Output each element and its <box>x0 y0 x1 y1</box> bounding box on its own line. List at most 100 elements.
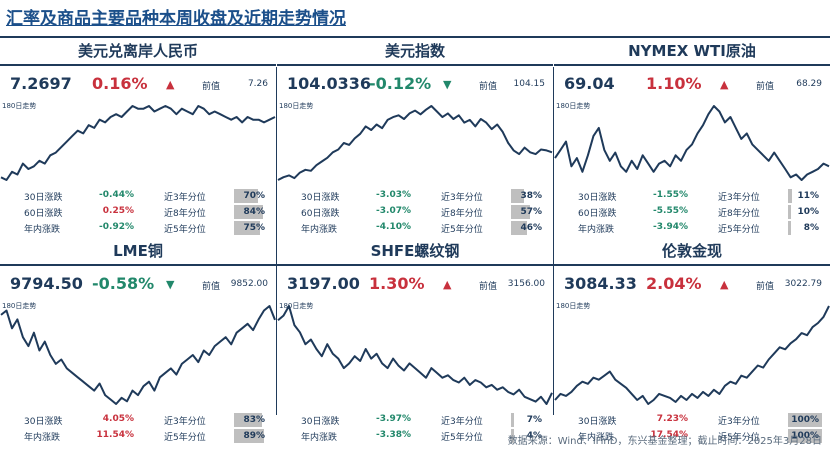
stat-value: -4.10% <box>376 222 411 232</box>
percentile-label: 近5年分位 <box>441 225 483 235</box>
percentile-value: 11% <box>797 191 819 201</box>
stats-row: 30日涨跌 -3.97% 近3年分位 7% <box>277 412 553 428</box>
prev-value: 7.26 <box>247 79 268 89</box>
series-line <box>0 305 276 405</box>
stat-label: 年内涨跌 <box>24 433 61 443</box>
last-value: 69.04 <box>564 74 615 93</box>
stat-label: 年内涨跌 <box>301 433 338 443</box>
stat-label: 30日涨跌 <box>578 193 617 203</box>
stats-row: 30日涨跌 -3.03% 近3年分位 38% <box>277 188 553 204</box>
stat-value: -3.07% <box>376 206 411 216</box>
up-arrow-icon: ▲ <box>720 78 729 91</box>
trend-label: 180日走势 <box>556 102 591 110</box>
percentile-label: 近3年分位 <box>441 193 483 203</box>
percentile-bar-fill <box>234 413 263 427</box>
percentile-bar-fill <box>788 413 822 427</box>
percentile-label: 近5年分位 <box>164 225 206 235</box>
percentile-value: 7% <box>526 415 542 425</box>
percentile-value: 4% <box>526 431 542 441</box>
percentile-label: 近8年分位 <box>164 209 206 219</box>
header-divider <box>277 264 553 266</box>
percentile-value: 46% <box>520 223 542 233</box>
stat-label: 60日涨跌 <box>301 209 340 219</box>
percentile-bar: 89% <box>234 429 268 443</box>
change-value: 1.30% <box>369 274 425 293</box>
stats-table: 30日涨跌 4.05% 近3年分位 83% 年内涨跌 11.54% 近5年分位 89% <box>0 412 276 444</box>
stats-row: 年内涨跌 17.54% 近5年分位 100% <box>554 428 830 444</box>
stats-row: 60日涨跌 0.25% 近8年分位 84% <box>0 204 276 220</box>
percentile-value: 75% <box>243 223 265 233</box>
stat-value: -0.92% <box>99 222 134 232</box>
stats-row: 60日涨跌 -5.55% 近8年分位 10% <box>554 204 830 220</box>
trend-label: 180日走势 <box>2 102 37 110</box>
percentile-label: 近3年分位 <box>164 193 206 203</box>
percentile-label: 近5年分位 <box>441 433 483 443</box>
down-arrow-icon: ▼ <box>443 78 452 91</box>
chart-title: NYMEX WTI原油 <box>628 42 756 60</box>
series-line <box>277 105 553 181</box>
percentile-value: 89% <box>243 431 265 441</box>
up-arrow-icon: ▲ <box>166 78 175 91</box>
stats-row: 年内涨跌 -4.10% 近5年分位 46% <box>277 220 553 236</box>
stat-label: 30日涨跌 <box>301 417 340 427</box>
trend-sparkline <box>0 305 276 405</box>
stat-label: 年内涨跌 <box>578 433 615 443</box>
percentile-bar: 4% <box>511 429 545 443</box>
chart-panel: 美元指数 104.0336 -0.12% ▼ 前值 104.15 180日走势 30日涨跌 -3… <box>277 38 553 238</box>
prev-value: 68.29 <box>796 79 822 89</box>
percentile-label: 近3年分位 <box>718 417 760 427</box>
percentile-label: 近3年分位 <box>441 417 483 427</box>
percentile-bar: 70% <box>234 189 268 203</box>
percentile-label: 近3年分位 <box>718 193 760 203</box>
stat-label: 年内涨跌 <box>301 225 338 235</box>
stat-value: 4.05% <box>102 414 134 424</box>
chart-title: LME铜 <box>113 242 163 260</box>
last-value: 9794.50 <box>10 274 83 293</box>
stats-table: 30日涨跌 -1.55% 近3年分位 11% 60日涨跌 -5.55% 近8年分位 10% 年内… <box>554 188 830 236</box>
stat-value: -3.94% <box>653 222 688 232</box>
percentile-value: 10% <box>797 207 819 217</box>
header-divider <box>0 264 276 266</box>
percentile-bar-fill <box>511 429 514 443</box>
stats-row: 60日涨跌 -3.07% 近8年分位 57% <box>277 204 553 220</box>
percentile-bar-fill <box>788 429 822 443</box>
percentile-value: 38% <box>520 191 542 201</box>
stat-value: -3.03% <box>376 190 411 200</box>
last-value: 7.2697 <box>10 74 72 93</box>
stats-table: 30日涨跌 7.23% 近3年分位 100% 年内涨跌 17.54% 近5年分位 100% <box>554 412 830 444</box>
percentile-bar: 100% <box>788 429 822 443</box>
chart-panel: NYMEX WTI原油 69.04 1.10% ▲ 前值 68.29 180日走势 30日涨跌… <box>554 38 830 238</box>
stats-row: 年内涨跌 -3.38% 近5年分位 4% <box>277 428 553 444</box>
percentile-bar: 10% <box>788 205 822 219</box>
chart-title: 美元指数 <box>384 42 445 60</box>
percentile-bar-fill <box>234 205 263 219</box>
prev-label: 前值 <box>756 82 775 92</box>
stat-label: 年内涨跌 <box>24 225 61 235</box>
stat-label: 60日涨跌 <box>24 209 63 219</box>
chart-title: SHFE螺纹钢 <box>370 242 460 260</box>
percentile-value: 8% <box>803 223 819 233</box>
trend-label: 180日走势 <box>2 302 37 310</box>
percentile-bar: 57% <box>511 205 545 219</box>
column-separator <box>553 67 554 415</box>
percentile-bar-fill <box>234 221 260 235</box>
change-value: 0.16% <box>92 74 148 93</box>
chart-panel: 美元兑离岸人民币 7.2697 0.16% ▲ 前值 7.26 180日走势 30日涨跌 -0.… <box>0 38 276 238</box>
series-line <box>277 305 553 405</box>
stats-table: 30日涨跌 -0.44% 近3年分位 70% 60日涨跌 0.25% 近8年分位 84% 年内涨… <box>0 188 276 236</box>
stat-value: -0.44% <box>99 190 134 200</box>
percentile-label: 近5年分位 <box>164 433 206 443</box>
stat-value: 11.54% <box>96 430 135 440</box>
stat-value: -3.97% <box>376 414 411 424</box>
chart-panel: LME铜 9794.50 -0.58% ▼ 前值 9852.00 180日走势 30日涨跌 4.… <box>0 238 276 443</box>
percentile-bar-fill <box>788 189 792 203</box>
percentile-bar-fill <box>511 205 531 219</box>
percentile-value: 100% <box>791 431 819 441</box>
down-arrow-icon: ▼ <box>166 278 175 291</box>
stat-value: 17.54% <box>650 430 689 440</box>
stats-row: 年内涨跌 11.54% 近5年分位 89% <box>0 428 276 444</box>
percentile-bar: 100% <box>788 413 822 427</box>
percentile-label: 近5年分位 <box>718 225 760 235</box>
stat-value: 0.25% <box>102 206 134 216</box>
stat-label: 30日涨跌 <box>301 193 340 203</box>
